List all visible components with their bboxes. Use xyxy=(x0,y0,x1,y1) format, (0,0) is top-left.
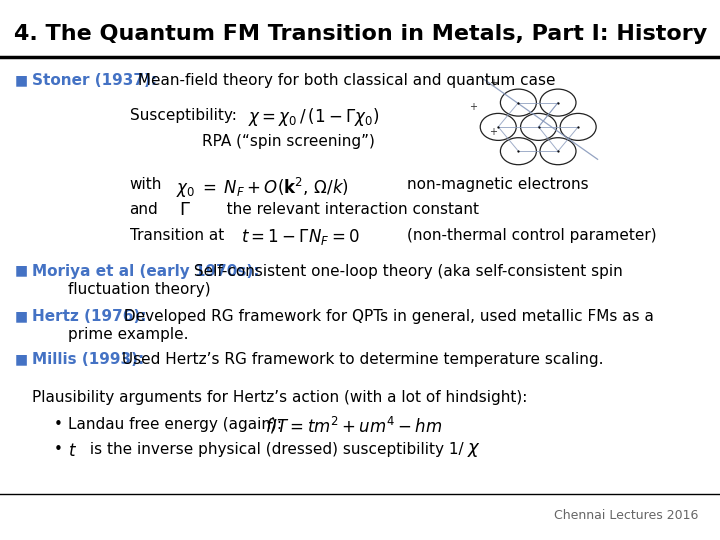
Text: Self-consistent one-loop theory (aka self-consistent spin: Self-consistent one-loop theory (aka sel… xyxy=(189,264,622,279)
Text: is the inverse physical (dressed) susceptibility 1/: is the inverse physical (dressed) suscep… xyxy=(85,442,464,457)
Text: and: and xyxy=(130,202,158,218)
Text: Used Hertz’s RG framework to determine temperature scaling.: Used Hertz’s RG framework to determine t… xyxy=(117,352,604,367)
Text: fluctuation theory): fluctuation theory) xyxy=(68,282,211,297)
Text: the relevant interaction constant: the relevant interaction constant xyxy=(212,202,480,218)
Text: Hertz (1976):: Hertz (1976): xyxy=(32,309,147,324)
Text: $\chi_0\; =\; N_F + O(\mathbf{k}^2,\,\Omega/k)$: $\chi_0\; =\; N_F + O(\mathbf{k}^2,\,\Om… xyxy=(176,176,349,200)
Text: with: with xyxy=(130,177,162,192)
Text: 4. The Quantum FM Transition in Metals, Part I: History: 4. The Quantum FM Transition in Metals, … xyxy=(14,24,708,44)
Text: non-magnetic electrons: non-magnetic electrons xyxy=(407,177,588,192)
Text: +: + xyxy=(469,102,477,112)
Text: Millis (1993):: Millis (1993): xyxy=(32,352,145,367)
Text: Moriya et al (early 1970s):: Moriya et al (early 1970s): xyxy=(32,264,260,279)
Text: $\Gamma$: $\Gamma$ xyxy=(179,201,190,219)
Text: +: + xyxy=(489,126,497,137)
Text: prime example.: prime example. xyxy=(68,327,189,342)
Text: Mean-field theory for both classical and quantum case: Mean-field theory for both classical and… xyxy=(133,73,556,88)
Text: $t$: $t$ xyxy=(68,442,78,460)
Text: $\chi$: $\chi$ xyxy=(467,441,480,459)
Text: ■: ■ xyxy=(14,309,27,323)
Text: •: • xyxy=(54,417,63,432)
Text: •: • xyxy=(54,442,63,457)
Text: Developed RG framework for QPTs in general, used metallic FMs as a: Developed RG framework for QPTs in gener… xyxy=(119,309,654,324)
Text: ■: ■ xyxy=(14,264,27,278)
Text: (non-thermal control parameter): (non-thermal control parameter) xyxy=(407,228,657,243)
Text: Plausibility arguments for Hertz’s action (with a lot of hindsight):: Plausibility arguments for Hertz’s actio… xyxy=(32,390,528,405)
Text: +: + xyxy=(489,78,497,88)
Text: $f/T = t m^2 + u m^4 - hm$: $f/T = t m^2 + u m^4 - hm$ xyxy=(265,416,442,437)
Text: Susceptibility:: Susceptibility: xyxy=(130,108,236,123)
Text: Chennai Lectures 2016: Chennai Lectures 2016 xyxy=(554,509,698,522)
Text: $t = 1 - \Gamma N_F = 0$: $t = 1 - \Gamma N_F = 0$ xyxy=(241,227,360,247)
Text: Stoner (1937):: Stoner (1937): xyxy=(32,73,158,88)
Text: $\chi = \chi_0\,/\,(1 - \Gamma\chi_0)$: $\chi = \chi_0\,/\,(1 - \Gamma\chi_0)$ xyxy=(248,106,379,129)
Text: ■: ■ xyxy=(14,73,27,87)
Text: RPA (“spin screening”): RPA (“spin screening”) xyxy=(202,134,374,149)
Text: Transition at: Transition at xyxy=(130,228,224,243)
Text: Landau free energy (again):: Landau free energy (again): xyxy=(68,417,282,432)
Text: ■: ■ xyxy=(14,352,27,366)
